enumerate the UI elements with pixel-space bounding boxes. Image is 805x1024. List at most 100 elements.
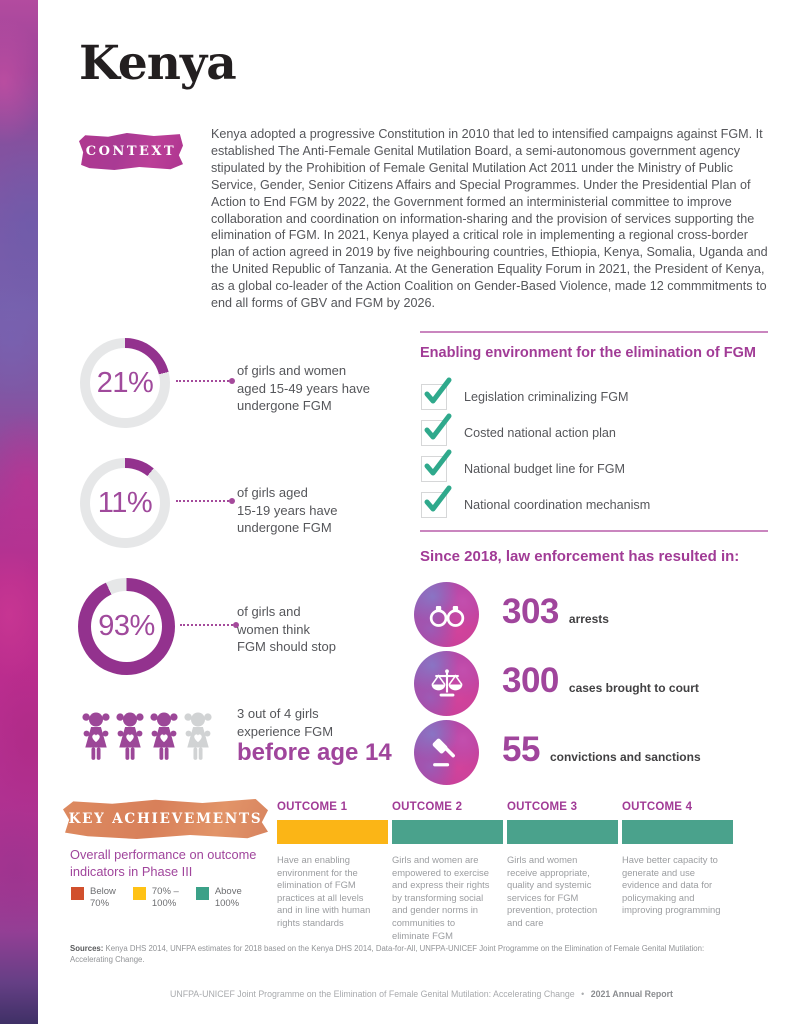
outcome-label: OUTCOME 1 bbox=[277, 801, 348, 813]
legend-item: Below 70% bbox=[71, 886, 116, 909]
legend-label-line2: 100% bbox=[151, 897, 177, 909]
key-achievements-subtitle: Overall performance on outcome indicator… bbox=[70, 847, 257, 879]
footer-text: UNFPA-UNICEF Joint Programme on the Elim… bbox=[170, 989, 575, 999]
girls-stat-text: 3 out of 4 girls experience FGM bbox=[237, 705, 333, 740]
outcome-label: OUTCOME 2 bbox=[392, 801, 463, 813]
donut-hole: 11% bbox=[90, 468, 160, 538]
outcome-rating-bar bbox=[277, 820, 388, 844]
sources-text: Kenya DHS 2014, UNFPA estimates for 2018… bbox=[70, 944, 705, 964]
girls-stat-line1: 3 out of 4 girls bbox=[237, 706, 319, 721]
outcome-label: OUTCOME 4 bbox=[622, 801, 693, 813]
sources-label: Sources: bbox=[70, 944, 104, 953]
legend-label: 70% – 100% bbox=[152, 886, 179, 909]
outcome-description: Girls and women receive appropriate, qua… bbox=[507, 854, 598, 928]
decorative-texture-strip bbox=[0, 0, 38, 1024]
outcome-column-4: OUTCOME 4 Have better capacity to genera… bbox=[622, 801, 733, 942]
legend-label-line2: 70% bbox=[90, 897, 110, 909]
donut-chart-fgm-15-49: 21% bbox=[80, 338, 170, 428]
outcome-rating-bar bbox=[392, 820, 503, 844]
stat-value: 55 bbox=[502, 730, 540, 769]
footer-report-title: 2021 Annual Report bbox=[590, 989, 673, 999]
legend-label: Below 70% bbox=[90, 886, 116, 909]
donut-description: of girls aged 15-19 years have undergone… bbox=[237, 485, 338, 535]
outcome-label: OUTCOME 3 bbox=[507, 801, 578, 813]
outcome-column-3: OUTCOME 3 Girls and women receive approp… bbox=[507, 801, 618, 942]
context-badge-label: CONTEXT bbox=[85, 144, 177, 159]
context-paragraph: Kenya adopted a progressive Constitution… bbox=[211, 127, 768, 311]
girl-icon bbox=[82, 706, 110, 766]
donut-value: 11% bbox=[97, 486, 153, 519]
donut-chart-fgm-should-stop: 93% bbox=[78, 578, 175, 675]
page-title: Kenya bbox=[79, 36, 237, 91]
legend-item: Above 100% bbox=[195, 886, 242, 909]
outcome-description: Have better capacity to generate and use… bbox=[622, 854, 721, 916]
girl-pictogram-row bbox=[82, 706, 212, 766]
context-badge: CONTEXT bbox=[79, 133, 183, 170]
enabling-environment-heading: Enabling environment for the elimination… bbox=[420, 345, 756, 361]
checkbox bbox=[421, 377, 452, 410]
dotted-connector bbox=[176, 498, 235, 504]
checkmark-icon bbox=[424, 449, 452, 476]
checklist-item-label: Costed national action plan bbox=[464, 426, 616, 440]
legend-label-line1: Above bbox=[214, 886, 242, 897]
outcome-rating-bar bbox=[507, 820, 618, 844]
donut-value: 21% bbox=[96, 366, 154, 399]
girls-stat-highlight: before age 14 bbox=[237, 739, 392, 766]
girls-stat-line2: experience FGM bbox=[237, 723, 334, 739]
legend-swatch-above-100 bbox=[195, 887, 209, 900]
enforcement-stat-convictions: 55 convictions and sanctions bbox=[502, 730, 701, 770]
checkmark-icon bbox=[424, 377, 452, 404]
checkbox bbox=[421, 449, 452, 482]
girl-icon bbox=[116, 706, 144, 766]
girl-icon bbox=[150, 706, 178, 766]
legend-swatch-70-100 bbox=[132, 887, 146, 900]
legend-swatch-below-70 bbox=[71, 887, 84, 900]
stat-value: 303 bbox=[502, 592, 559, 631]
checklist-item: Costed national action plan bbox=[421, 413, 650, 446]
sources-note: Sources: Kenya DHS 2014, UNFPA estimates… bbox=[70, 943, 725, 965]
handcuffs-icon bbox=[414, 582, 479, 647]
legend-label-line2: 100% bbox=[214, 897, 240, 909]
outcomes-grid: OUTCOME 1 Have an enabling environment f… bbox=[277, 801, 733, 942]
donut-chart-fgm-15-19: 11% bbox=[80, 458, 170, 548]
dotted-connector bbox=[176, 378, 235, 384]
checkbox bbox=[421, 485, 452, 518]
legend-label-line1: Below bbox=[90, 886, 116, 897]
checklist-item-label: National coordination mechanism bbox=[464, 498, 651, 512]
checkmark-icon bbox=[424, 485, 452, 512]
donut-value: 93% bbox=[98, 610, 155, 642]
checklist-item: Legislation criminalizing FGM bbox=[421, 377, 650, 410]
key-achievements-badge-label: KEY ACHIEVEMENTS bbox=[68, 811, 263, 827]
divider-line bbox=[420, 331, 768, 333]
donut-hole: 21% bbox=[90, 348, 160, 418]
outcome-description: Have an enabling environment for the eli… bbox=[277, 854, 371, 928]
outcome-description: Girls and women are empowered to exercis… bbox=[392, 854, 490, 941]
law-enforcement-heading: Since 2018, law enforcement has resulted… bbox=[420, 548, 740, 565]
donut-description: of girls and women think FGM should stop bbox=[237, 604, 336, 654]
divider-line bbox=[420, 530, 768, 532]
checkbox bbox=[421, 413, 452, 446]
checklist-item-label: Legislation criminalizing FGM bbox=[464, 390, 629, 404]
stat-label: arrests bbox=[568, 612, 609, 626]
key-achievements-badge: KEY ACHIEVEMENTS bbox=[63, 799, 268, 839]
outcome-rating-bar bbox=[622, 820, 733, 844]
page-footer: UNFPA-UNICEF Joint Programme on the Elim… bbox=[38, 989, 805, 999]
checklist-item: National coordination mechanism bbox=[421, 485, 651, 518]
enforcement-stat-arrests: 303 arrests bbox=[502, 592, 609, 632]
legend-item: 70% – 100% bbox=[132, 886, 179, 909]
stat-label: cases brought to court bbox=[568, 681, 699, 695]
enabling-environment-checklist: Legislation criminalizing FGM Costed nat… bbox=[421, 377, 651, 528]
stat-value: 300 bbox=[502, 661, 559, 700]
outcome-column-2: OUTCOME 2 Girls and women are empowered … bbox=[392, 801, 503, 942]
stat-label: convictions and sanctions bbox=[549, 750, 701, 764]
performance-legend: Below 70% 70% – 100% Above 100% bbox=[71, 886, 242, 909]
donut-hole: 93% bbox=[91, 591, 162, 662]
dotted-connector bbox=[180, 622, 239, 628]
donut-description: of girls and women aged 15-49 years have… bbox=[237, 363, 370, 413]
enforcement-stat-court-cases: 300 cases brought to court bbox=[502, 661, 699, 701]
checklist-item-label: National budget line for FGM bbox=[464, 462, 626, 476]
legend-label: Above 100% bbox=[215, 886, 242, 909]
footer-separator: • bbox=[581, 989, 585, 999]
outcome-column-1: OUTCOME 1 Have an enabling environment f… bbox=[277, 801, 388, 942]
